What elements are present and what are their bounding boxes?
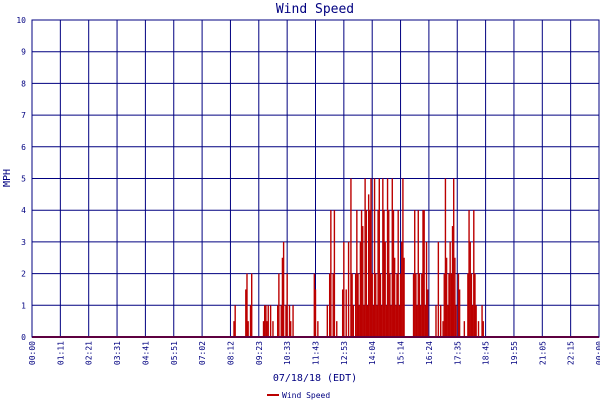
- x-tick-label: 01:11: [56, 341, 65, 365]
- y-tick-label: 1: [21, 301, 26, 310]
- y-tick-label: 7: [21, 111, 26, 120]
- y-tick-label: 5: [21, 175, 26, 184]
- x-tick-label: 15:14: [397, 341, 406, 365]
- x-tick-label: 05:51: [170, 341, 179, 365]
- x-tick-label: 03:31: [113, 341, 122, 365]
- x-axis-ticks: 00:00 01:11 02:21 03:31 04:41 05:51 07:02 08:12…: [28, 341, 600, 365]
- x-tick-label: 02:21: [85, 341, 94, 365]
- x-tick-label: 00:00: [28, 341, 37, 365]
- y-axis-ticks: 0 1 2 3 4 5 6 7 8 9 10: [16, 16, 26, 342]
- x-tick-label: 11:43: [312, 341, 321, 365]
- x-tick-label: 17:35: [453, 341, 462, 365]
- y-tick-label: 6: [21, 143, 26, 152]
- y-tick-label: 8: [21, 79, 26, 88]
- legend-label: Wind Speed: [282, 391, 330, 400]
- y-tick-label: 3: [21, 238, 26, 247]
- x-tick-label: 07:02: [198, 341, 207, 365]
- y-axis-label: MPH: [2, 169, 13, 187]
- x-tick-label: 22:15: [567, 341, 576, 365]
- plot-frame: [31, 19, 600, 338]
- x-axis-label: 07/18/18 (EDT): [273, 373, 357, 384]
- y-tick-label: 9: [21, 48, 26, 57]
- x-tick-label: 09:23: [255, 341, 264, 365]
- x-tick-label: 08:12: [226, 341, 235, 365]
- x-tick-label: 19:55: [510, 341, 519, 365]
- series-bars: [32, 178, 599, 338]
- x-tick-label: 12:53: [340, 341, 349, 365]
- chart-title: Wind Speed: [276, 2, 354, 17]
- y-tick-label: 4: [21, 206, 26, 215]
- x-tick-label: 16:24: [425, 341, 434, 365]
- y-tick-label: 10: [16, 16, 26, 25]
- legend: Wind Speed: [267, 391, 330, 400]
- x-tick-label: 21:05: [538, 341, 547, 365]
- x-tick-label: 00:00: [595, 341, 600, 365]
- x-tick-label: 10:33: [283, 341, 292, 365]
- y-tick-label: 0: [21, 333, 26, 342]
- x-tick-label: 04:41: [141, 341, 150, 365]
- y-tick-label: 2: [21, 270, 26, 279]
- x-tick-label: 14:04: [368, 341, 377, 365]
- x-tick-label: 18:45: [482, 341, 491, 365]
